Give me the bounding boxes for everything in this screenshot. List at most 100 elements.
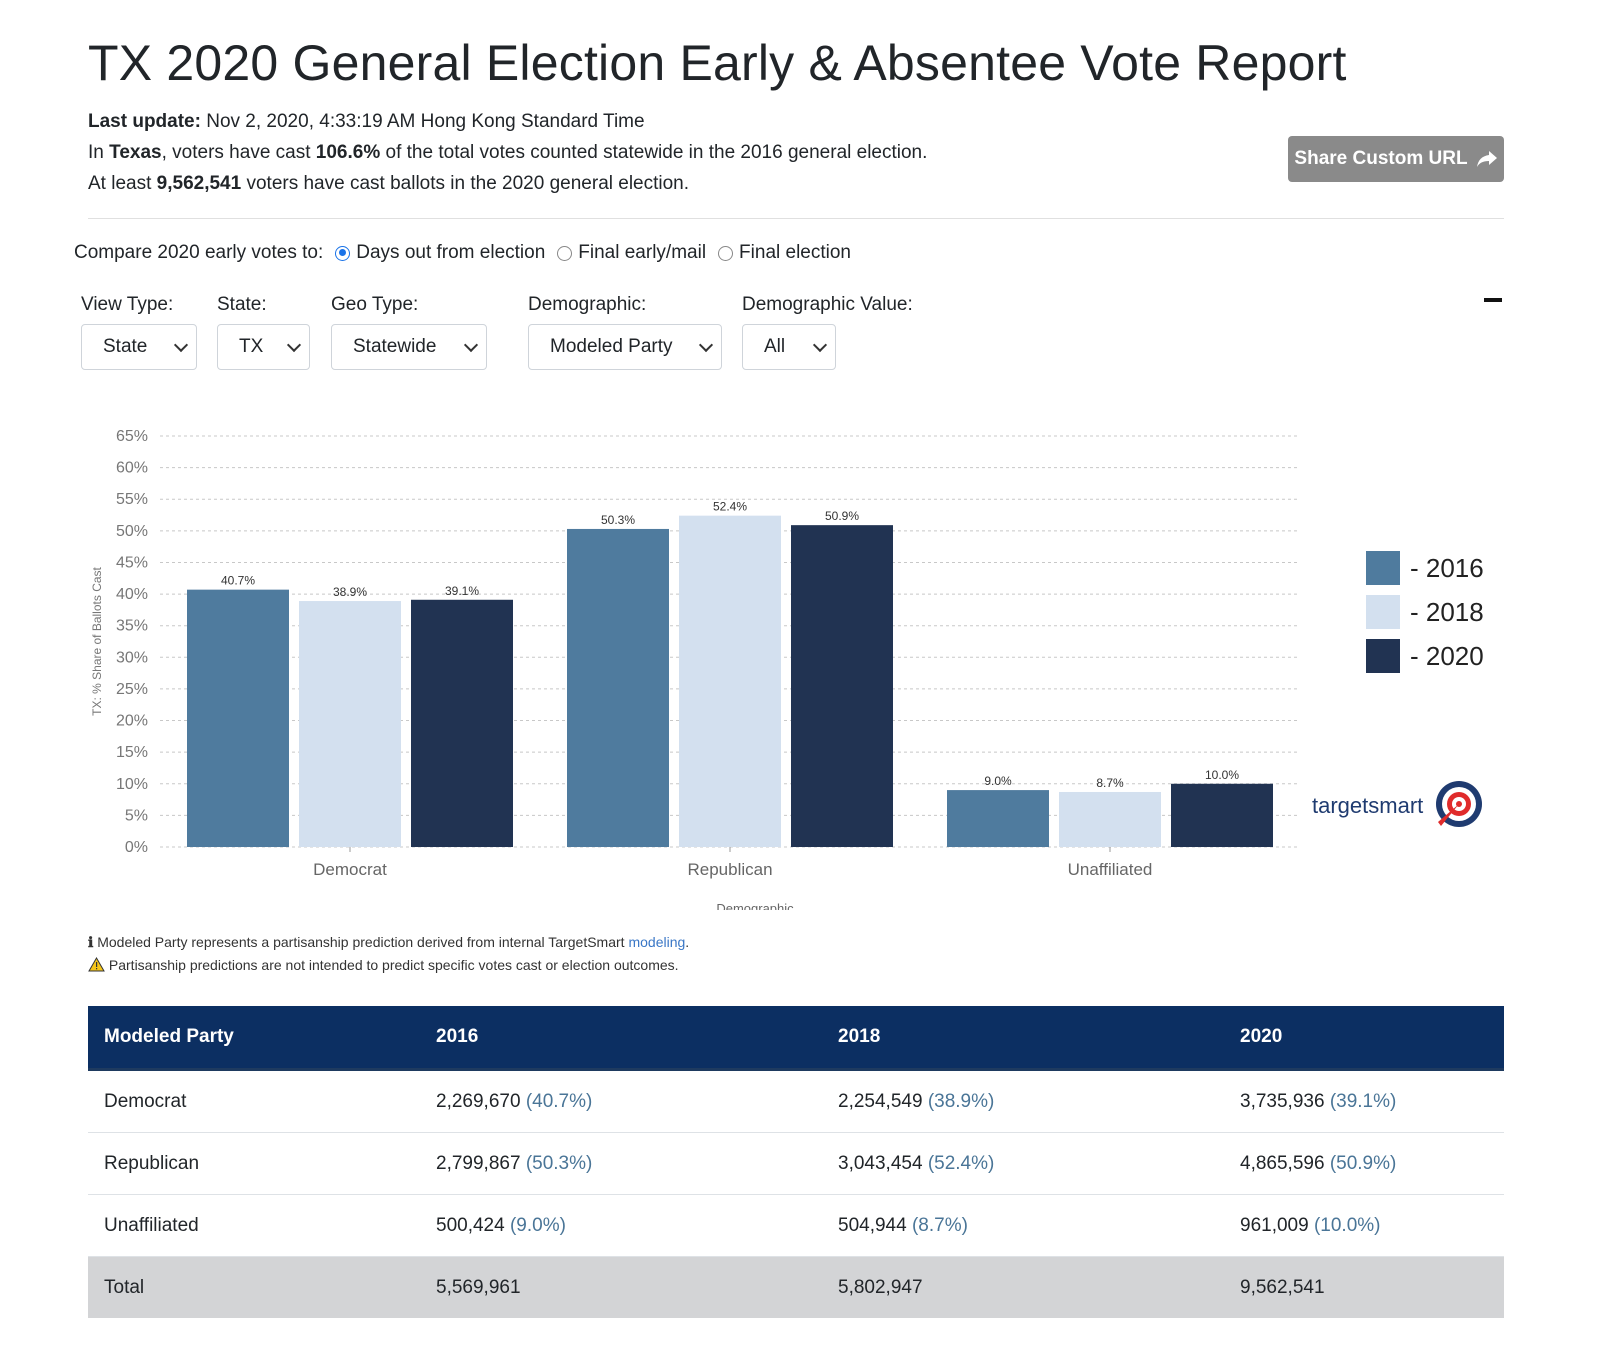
info-icon: ℹ xyxy=(88,934,94,950)
party-cell: Democrat xyxy=(88,1069,420,1133)
party-cell: Unaffiliated xyxy=(88,1194,420,1257)
select-value: Modeled Party xyxy=(550,336,673,357)
collapse-filters-icon[interactable] xyxy=(1484,298,1502,302)
turnout-percent: 106.6% xyxy=(315,142,381,163)
total-label: Total xyxy=(88,1256,420,1318)
y-tick-label: 45% xyxy=(116,554,148,571)
last-update-value: Nov 2, 2020, 4:33:19 AM Hong Kong Standa… xyxy=(206,111,645,132)
total-cell: 9,562,541 xyxy=(1224,1256,1504,1318)
radio-checked-icon[interactable] xyxy=(335,245,351,261)
target-icon xyxy=(1436,781,1483,827)
share-custom-url-button[interactable]: Share Custom URL xyxy=(1288,136,1504,182)
vote-count: 961,009 xyxy=(1240,1214,1309,1236)
bar xyxy=(187,589,289,847)
radio-days-out[interactable]: Days out from election xyxy=(335,242,545,264)
vote-count: 4,865,596 xyxy=(1240,1152,1325,1174)
logo-text: targetsmart xyxy=(1312,793,1424,818)
ballots-count: 9,562,541 xyxy=(156,173,242,194)
view-type-select[interactable]: State xyxy=(81,324,197,370)
report-summary: Last update: Nov 2, 2020, 4:33:19 AM Hon… xyxy=(88,106,927,199)
filter-label: State: xyxy=(217,294,267,315)
info-note-text: Modeled Party represents a partisanship … xyxy=(97,934,625,950)
warning-icon xyxy=(88,956,105,972)
x-tick-label: Republican xyxy=(687,860,772,879)
y-tick-label: 10% xyxy=(116,776,148,793)
table-row: Unaffiliated 500,424 (9.0%) 504,944 (8.7… xyxy=(88,1194,1504,1257)
warning-note-text: Partisanship predictions are not intende… xyxy=(108,957,679,973)
chevron-down-icon xyxy=(173,337,189,352)
demographic-select[interactable]: Modeled Party xyxy=(528,324,722,370)
radio-unchecked-icon[interactable] xyxy=(557,245,573,261)
select-value: State xyxy=(103,336,148,357)
data-label: 52.4% xyxy=(713,500,747,514)
share-icon xyxy=(1476,151,1497,167)
vote-percent: (38.9%) xyxy=(927,1090,995,1112)
modeling-link[interactable]: modeling xyxy=(628,934,686,950)
bar xyxy=(1059,791,1161,847)
value-cell: 4,865,596 (50.9%) xyxy=(1224,1132,1504,1195)
vote-count: 2,254,549 xyxy=(838,1090,923,1112)
vote-percent: (9.0%) xyxy=(509,1214,566,1236)
info-note-end: . xyxy=(685,934,690,950)
column-header[interactable]: Modeled Party xyxy=(88,1006,420,1071)
y-tick-label: 20% xyxy=(116,713,148,730)
bar xyxy=(411,599,513,847)
legend-label: - 2018 xyxy=(1410,596,1484,627)
last-update-line: Last update: Nov 2, 2020, 4:33:19 AM Hon… xyxy=(88,106,927,137)
filter-demographic-value: Demographic Value: All xyxy=(742,294,913,370)
select-value: All xyxy=(764,336,786,357)
table-row: Republican 2,799,867 (50.3%) 3,043,454 (… xyxy=(88,1132,1504,1195)
legend-label: - 2016 xyxy=(1410,552,1484,583)
radio-final-election[interactable]: Final election xyxy=(718,242,851,264)
geo-type-select[interactable]: Statewide xyxy=(331,324,487,370)
demographic-value-select[interactable]: All xyxy=(742,324,836,370)
value-cell: 2,799,867 (50.3%) xyxy=(420,1132,822,1195)
select-value: Statewide xyxy=(353,336,437,357)
column-header[interactable]: 2018 xyxy=(822,1006,1224,1071)
x-axis-label: Demographic xyxy=(716,901,794,910)
y-tick-label: 0% xyxy=(125,839,148,856)
ballots-text-b: voters have cast ballots in the 2020 gen… xyxy=(246,173,690,194)
y-tick-label: 60% xyxy=(116,460,148,477)
y-tick-label: 40% xyxy=(116,586,148,603)
vote-count: 3,043,454 xyxy=(838,1152,923,1174)
radio-unchecked-icon[interactable] xyxy=(718,245,734,261)
bar xyxy=(947,790,1049,847)
vote-percent: (8.7%) xyxy=(911,1214,968,1236)
data-label: 9.0% xyxy=(984,774,1012,788)
data-label: 50.9% xyxy=(825,509,859,523)
legend-item-2018: - 2018 xyxy=(1366,590,1484,634)
filter-view-type: View Type: State xyxy=(81,294,197,370)
vote-count: 500,424 xyxy=(436,1214,505,1236)
chevron-down-icon xyxy=(812,337,828,352)
radio-label: Final early/mail xyxy=(578,242,707,263)
column-header[interactable]: 2016 xyxy=(420,1006,822,1071)
turnout-text-b: , voters have cast xyxy=(161,142,311,163)
value-cell: 961,009 (10.0%) xyxy=(1224,1194,1504,1257)
state-select[interactable]: TX xyxy=(217,324,310,370)
chevron-down-icon xyxy=(463,337,479,352)
y-tick-label: 65% xyxy=(116,428,148,445)
total-cell: 5,802,947 xyxy=(822,1256,1224,1318)
filter-label: Geo Type: xyxy=(331,294,419,315)
state-name: Texas xyxy=(109,142,162,163)
y-tick-label: 30% xyxy=(116,649,148,666)
filter-label: View Type: xyxy=(81,294,174,315)
ballots-text-a: At least xyxy=(88,173,152,194)
party-cell: Republican xyxy=(88,1132,420,1195)
select-value: TX xyxy=(239,336,264,357)
radio-final-early-mail[interactable]: Final early/mail xyxy=(557,242,706,264)
vote-percent: (52.4%) xyxy=(927,1152,995,1174)
data-label: 40.7% xyxy=(221,574,255,588)
chart-notes: ℹ Modeled Party represents a partisanshi… xyxy=(88,931,689,977)
compare-label: Compare 2020 early votes to: xyxy=(74,242,324,263)
value-cell: 2,269,670 (40.7%) xyxy=(420,1069,822,1133)
data-label: 50.3% xyxy=(601,513,635,527)
legend-swatch xyxy=(1366,551,1400,585)
share-button-label: Share Custom URL xyxy=(1294,148,1468,169)
y-tick-label: 55% xyxy=(116,491,148,508)
y-tick-label: 5% xyxy=(125,807,148,824)
column-header[interactable]: 2020 xyxy=(1224,1006,1504,1071)
results-table: Modeled Party 2016 2018 2020 Democrat 2,… xyxy=(88,1006,1504,1318)
radio-label: Final election xyxy=(739,242,851,263)
